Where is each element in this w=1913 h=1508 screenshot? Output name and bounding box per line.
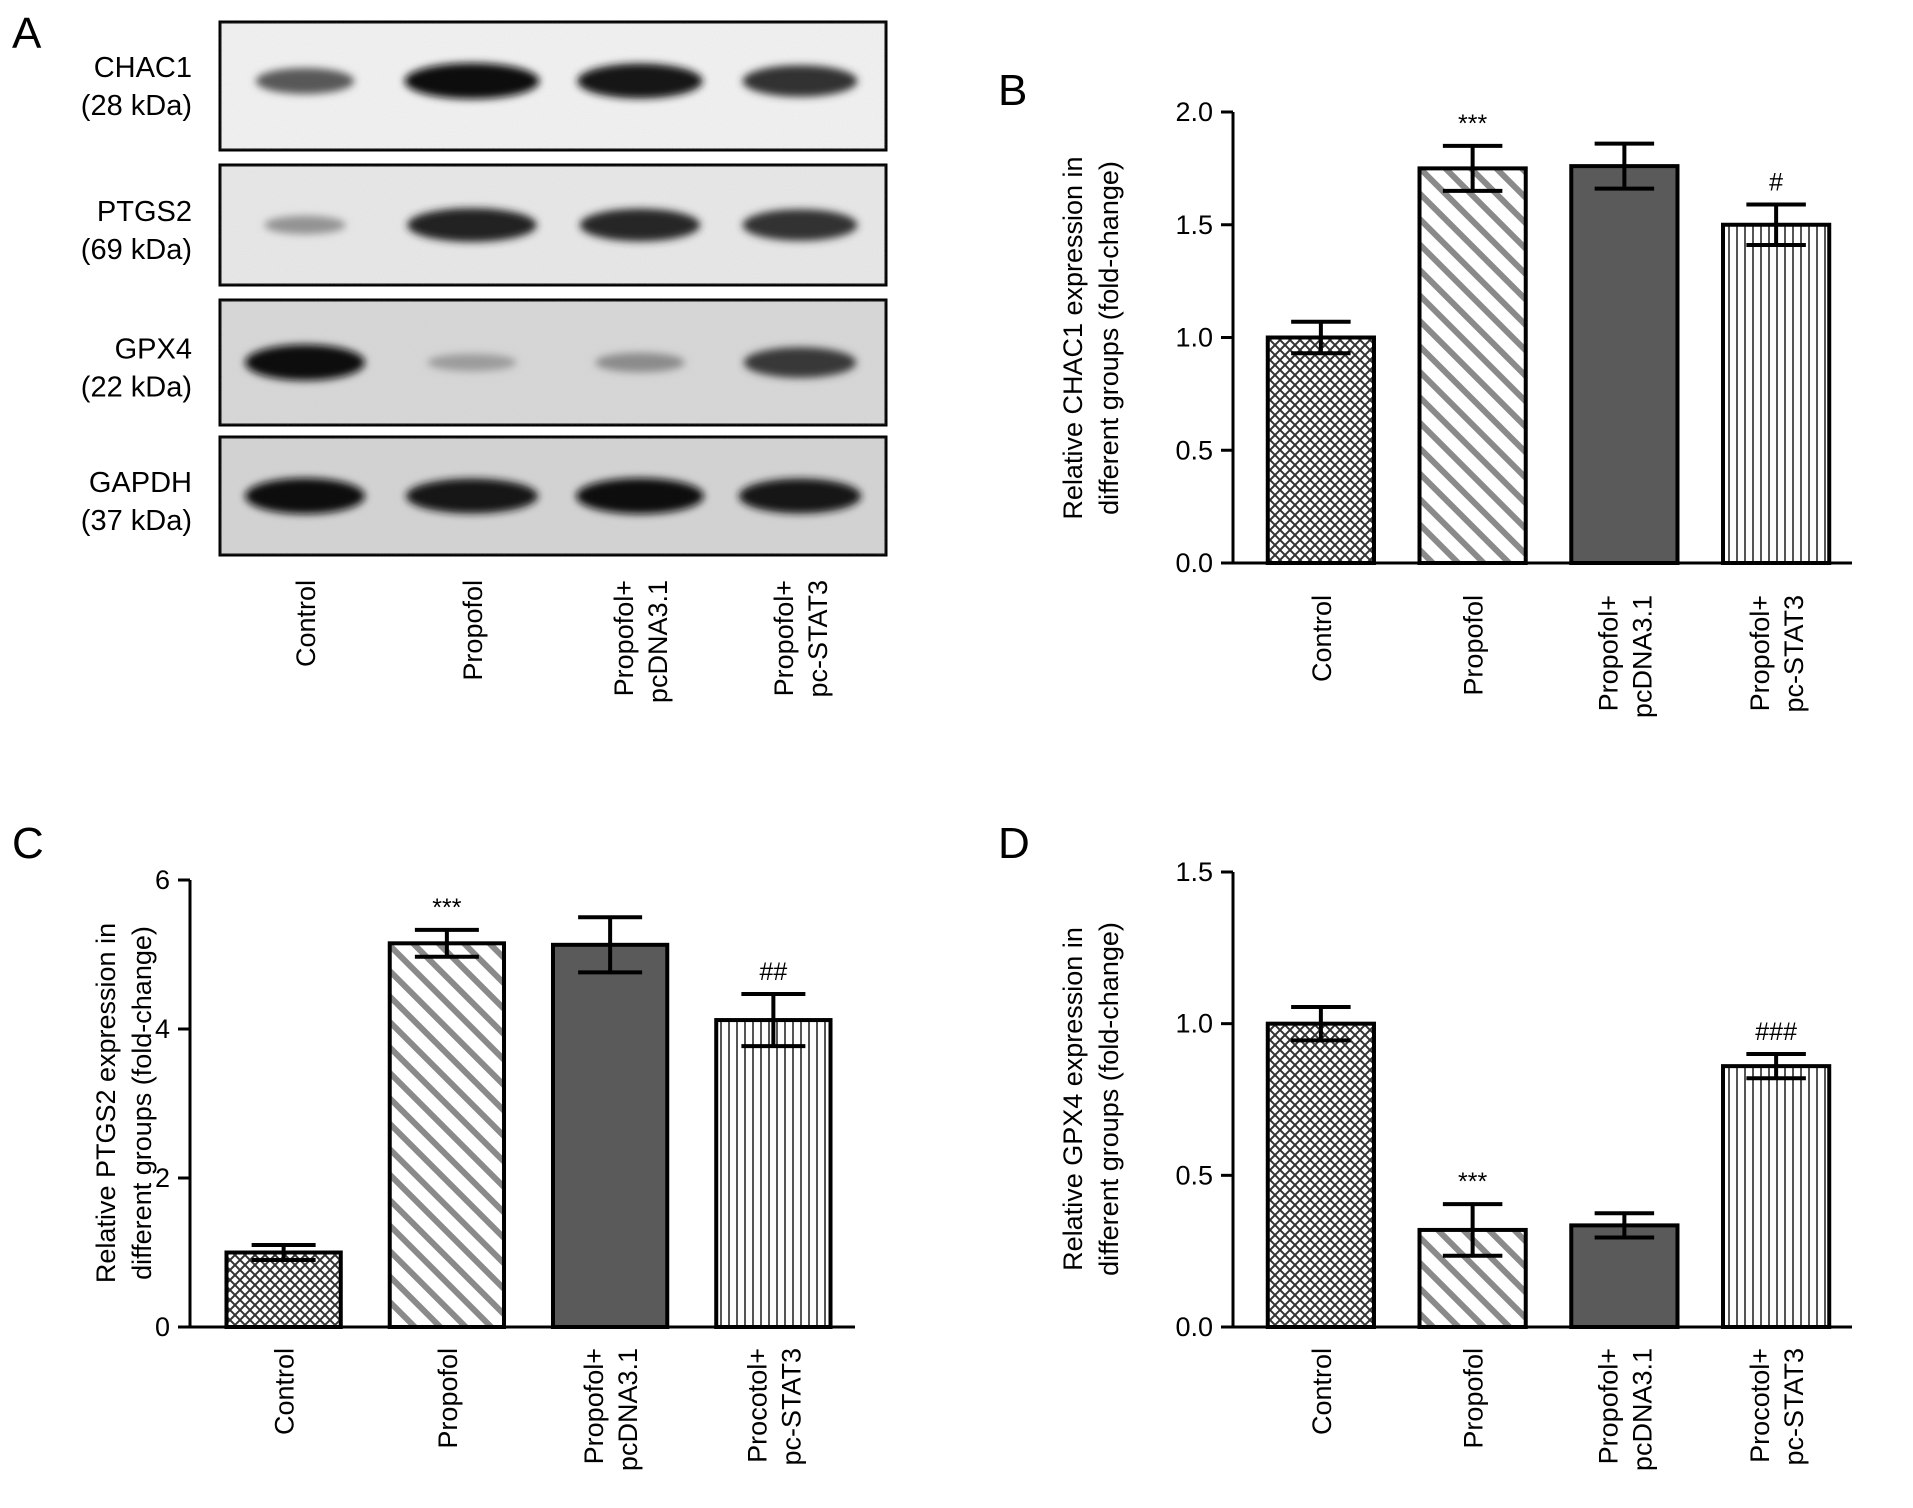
- y-axis-title: Relative GPX4 expression in: [1058, 927, 1088, 1271]
- y-tick-label: 4: [155, 1014, 170, 1044]
- blot-lane-label: pc-STAT3: [803, 580, 833, 698]
- blot-band-ptgs2-lane-2: [407, 208, 537, 242]
- category-label-2: Propofol: [1459, 1348, 1489, 1449]
- y-tick-label: 0.0: [1175, 1312, 1213, 1342]
- bar-2: [387, 941, 507, 1329]
- y-tick-label: 1.0: [1175, 323, 1213, 353]
- category-label-4: pc-STAT3: [1779, 595, 1809, 713]
- y-tick-label: 1.5: [1175, 210, 1213, 240]
- blot-band-ptgs2-lane-3: [579, 208, 701, 242]
- y-axis-title: Relative CHAC1 expression in: [1058, 156, 1088, 519]
- significance-label-4: ###: [1755, 1018, 1797, 1046]
- blot-size-gpx4: (22 kDa): [81, 372, 192, 404]
- bar-3: [550, 942, 670, 1329]
- panel-letter-a: A: [12, 9, 42, 58]
- category-label-4: Procotol+: [742, 1348, 772, 1463]
- panel-letter-b: B: [998, 66, 1027, 115]
- bar-1: [1265, 1021, 1376, 1330]
- blot-band-gpx4-lane-3: [595, 352, 685, 373]
- blot-label-chac1: CHAC1: [94, 52, 192, 84]
- blot-band-ptgs2-lane-1: [264, 215, 346, 235]
- category-label-2: Propofol: [1459, 595, 1489, 696]
- western-blot: CHAC1 (28 kDa) PTGS2 (69 kDa) GPX4 (22 kDa) GA…: [81, 20, 888, 703]
- category-label-4: Procotol+: [1745, 1348, 1775, 1463]
- blot-band-gapdh-lane-1: [245, 478, 365, 514]
- y-tick-label: 0.5: [1175, 1160, 1213, 1190]
- significance-label-4: ##: [759, 958, 787, 986]
- y-tick-label: 6: [155, 865, 170, 895]
- bar-3: [1569, 1223, 1680, 1329]
- y-tick-label: 2.0: [1175, 97, 1213, 127]
- blot-lane-label: pcDNA3.1: [643, 580, 673, 703]
- y-axis-title: Relative PTGS2 expression in: [91, 923, 121, 1283]
- category-label-4: pc-STAT3: [1779, 1348, 1809, 1466]
- blot-band-gapdh-lane-2: [405, 478, 539, 514]
- category-label-1: Control: [1307, 595, 1337, 682]
- category-label-3: pcDNA3.1: [1627, 595, 1657, 718]
- bar-1: [224, 1250, 343, 1329]
- y-tick-label: 2: [155, 1163, 170, 1193]
- bar-2: [1417, 166, 1528, 565]
- significance-label-2: ***: [1458, 110, 1487, 138]
- blot-lane-label: Control: [291, 580, 321, 667]
- blot-band-ptgs2-lane-4: [742, 209, 858, 241]
- chart-gpx4: 0.0 0.5 1.0 1.5 Relative GPX4 expression in d…: [1058, 857, 1852, 1471]
- blot-size-ptgs2: (69 kDa): [81, 234, 192, 266]
- y-axis-title: different groups (fold-change): [1094, 161, 1124, 515]
- bar-3: [1569, 164, 1680, 565]
- significance-label-2: ***: [1458, 1168, 1487, 1196]
- panel-letter-c: C: [12, 819, 44, 868]
- y-axis-title: different groups (fold-change): [127, 926, 157, 1280]
- category-label-3: Propofol+: [1593, 595, 1623, 711]
- blot-band-gpx4-lane-1: [245, 344, 365, 381]
- blot-band-chac1-lane-1: [255, 67, 355, 95]
- y-tick-label: 1.5: [1175, 857, 1213, 887]
- blot-band-gpx4-lane-2: [427, 353, 517, 372]
- bar-4: [1721, 222, 1832, 565]
- y-tick-label: 0.0: [1175, 548, 1213, 578]
- blot-size-gapdh: (37 kDa): [81, 505, 192, 537]
- blot-lane-label: Propofol+: [609, 580, 639, 696]
- blot-lane-label: Propofol+: [769, 580, 799, 696]
- bar-4: [714, 1018, 833, 1329]
- y-tick-label: 0.5: [1175, 435, 1213, 465]
- category-label-1: Control: [1307, 1348, 1337, 1435]
- chart-ptgs2: 0 2 4 6 Relative PTGS2 expression in differen…: [91, 865, 855, 1471]
- category-label-3: Propofol+: [1593, 1348, 1623, 1464]
- blot-lane-label: Propofol: [458, 580, 488, 681]
- category-label-3: pcDNA3.1: [613, 1348, 643, 1471]
- bar-4: [1721, 1064, 1832, 1329]
- y-axis-title: different groups (fold-change): [1094, 922, 1124, 1276]
- category-label-2: Propofol: [433, 1348, 463, 1449]
- blot-label-gpx4: GPX4: [115, 334, 192, 366]
- category-label-4: pc-STAT3: [776, 1348, 806, 1466]
- category-label-1: Control: [270, 1348, 300, 1435]
- category-label-3: Propofol+: [579, 1348, 609, 1464]
- significance-label-2: ***: [432, 894, 461, 922]
- category-label-3: pcDNA3.1: [1627, 1348, 1657, 1471]
- panel-letter-d: D: [998, 819, 1030, 868]
- chart-chac1: 0.0 0.5 1.0 1.5 2.0 Relative CHAC1 expression…: [1058, 97, 1852, 718]
- blot-band-chac1-lane-2: [404, 63, 540, 99]
- blot-band-gpx4-lane-4: [743, 347, 857, 378]
- bar-1: [1265, 335, 1376, 565]
- blot-band-gapdh-lane-3: [576, 478, 704, 514]
- y-tick-label: 0: [155, 1312, 170, 1342]
- category-label-4: Propofol+: [1745, 595, 1775, 711]
- blot-size-chac1: (28 kDa): [81, 90, 192, 122]
- blot-label-gapdh: GAPDH: [89, 467, 192, 499]
- significance-label-4: #: [1769, 168, 1783, 196]
- y-tick-label: 1.0: [1175, 1009, 1213, 1039]
- blot-band-chac1-lane-4: [742, 65, 858, 97]
- blot-band-gapdh-lane-4: [738, 478, 862, 514]
- blot-label-ptgs2: PTGS2: [97, 196, 192, 228]
- blot-band-chac1-lane-3: [577, 63, 703, 99]
